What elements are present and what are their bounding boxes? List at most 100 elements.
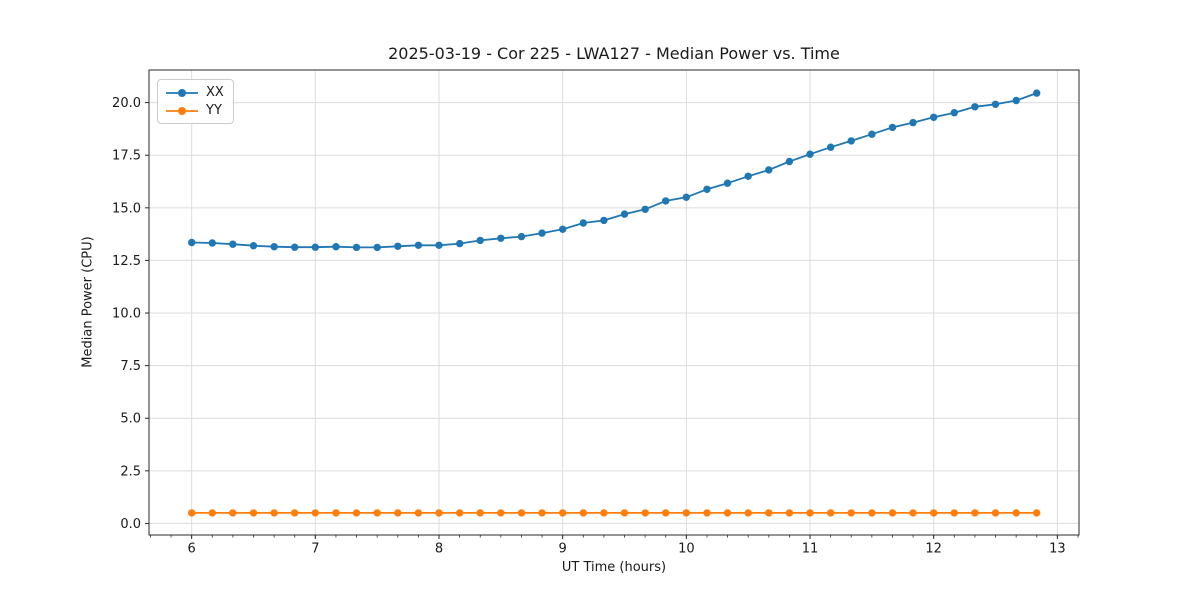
data-point-xx — [497, 234, 505, 242]
data-point-yy — [373, 509, 381, 517]
data-point-xx — [682, 193, 690, 201]
data-point-xx — [991, 100, 1000, 109]
data-point-xx — [785, 157, 794, 166]
y-tick-label: 10.0 — [112, 307, 141, 322]
data-point-xx — [208, 239, 216, 247]
x-axis-label: UT Time (hours) — [561, 560, 667, 575]
data-point-yy — [538, 509, 546, 517]
data-point-yy — [806, 509, 814, 517]
data-point-yy — [497, 509, 505, 517]
data-point-xx — [394, 242, 402, 250]
legend-item-yy: YY — [165, 103, 224, 118]
data-point-yy — [476, 509, 484, 517]
data-point-yy — [744, 509, 752, 517]
data-point-xx — [579, 219, 587, 227]
data-point-yy — [827, 509, 835, 517]
data-point-yy — [270, 509, 278, 517]
y-tick-label: 2.5 — [120, 464, 141, 479]
data-point-xx — [311, 243, 319, 251]
data-point-yy — [765, 509, 773, 517]
series-line-xx — [191, 92, 1038, 249]
data-point-xx — [373, 243, 381, 252]
data-point-xx — [723, 179, 732, 187]
data-point-yy — [785, 509, 794, 517]
data-point-yy — [229, 509, 237, 517]
data-point-yy — [1033, 509, 1041, 517]
y-tick-label: 12.5 — [112, 254, 141, 269]
data-point-yy — [435, 509, 443, 517]
x-tick-label: 11 — [802, 542, 819, 557]
data-point-xx — [188, 238, 196, 247]
data-point-xx — [827, 143, 835, 151]
x-tick-label: 9 — [559, 542, 567, 557]
data-point-yy — [600, 509, 608, 517]
data-point-xx — [620, 210, 629, 218]
data-point-xx — [1012, 96, 1020, 105]
data-point-yy — [1012, 509, 1020, 517]
data-point-yy — [909, 509, 917, 517]
data-point-xx — [414, 241, 423, 249]
x-tick-label: 8 — [435, 542, 443, 557]
data-point-yy — [559, 509, 567, 517]
x-tick-label: 6 — [188, 542, 196, 557]
data-point-yy — [188, 509, 196, 517]
data-point-yy — [723, 509, 732, 517]
legend-item-xx: XX — [165, 85, 224, 100]
data-point-xx — [971, 103, 979, 111]
x-tick-label: 13 — [1049, 542, 1066, 557]
data-point-xx — [888, 123, 897, 132]
data-point-xx — [456, 239, 464, 248]
y-tick-label: 0.0 — [120, 517, 141, 532]
data-point-xx — [950, 109, 958, 117]
data-point-xx — [270, 243, 278, 251]
y-tick-label: 20.0 — [112, 96, 141, 111]
data-point-yy — [579, 509, 587, 517]
x-tick-label: 7 — [311, 542, 319, 557]
legend-marker-icon — [166, 88, 198, 97]
data-point-xx — [332, 243, 340, 251]
data-point-yy — [291, 509, 299, 517]
data-point-yy — [950, 509, 958, 517]
legend: XX YY — [157, 79, 234, 124]
data-point-xx — [744, 172, 752, 180]
data-point-yy — [352, 509, 361, 517]
data-point-yy — [682, 509, 690, 517]
data-point-yy — [414, 509, 423, 517]
data-point-yy — [662, 509, 670, 517]
data-point-yy — [394, 509, 402, 517]
data-point-xx — [847, 137, 855, 145]
data-point-yy — [620, 509, 629, 517]
data-point-xx — [909, 118, 917, 127]
x-tick-label: 12 — [925, 542, 942, 557]
x-tick-label: 10 — [678, 542, 695, 557]
data-point-yy — [703, 509, 711, 517]
data-point-xx — [868, 130, 876, 138]
data-point-yy — [868, 509, 876, 517]
data-point-xx — [352, 243, 361, 252]
data-point-xx — [1033, 89, 1041, 97]
data-point-yy — [208, 509, 216, 517]
data-point-yy — [930, 509, 938, 517]
data-point-xx — [765, 166, 773, 174]
y-tick-label: 17.5 — [112, 149, 141, 164]
chart-title: 2025-03-19 - Cor 225 - LWA127 - Median P… — [388, 44, 840, 63]
data-point-xx — [229, 240, 237, 248]
y-tick-label: 7.5 — [120, 359, 141, 374]
data-point-yy — [888, 509, 897, 517]
data-point-xx — [930, 113, 938, 122]
data-point-yy — [311, 509, 319, 517]
y-axis-label: Median Power (CPU) — [80, 236, 96, 368]
data-point-xx — [641, 205, 649, 213]
data-point-xx — [476, 236, 484, 245]
data-point-xx — [249, 242, 258, 250]
data-point-xx — [559, 225, 567, 233]
data-point-xx — [703, 185, 711, 193]
data-point-yy — [641, 509, 649, 517]
legend-label: YY — [206, 103, 222, 118]
data-point-xx — [806, 150, 814, 158]
data-point-yy — [847, 509, 855, 517]
plot-border — [148, 69, 1080, 536]
data-point-xx — [538, 229, 546, 237]
